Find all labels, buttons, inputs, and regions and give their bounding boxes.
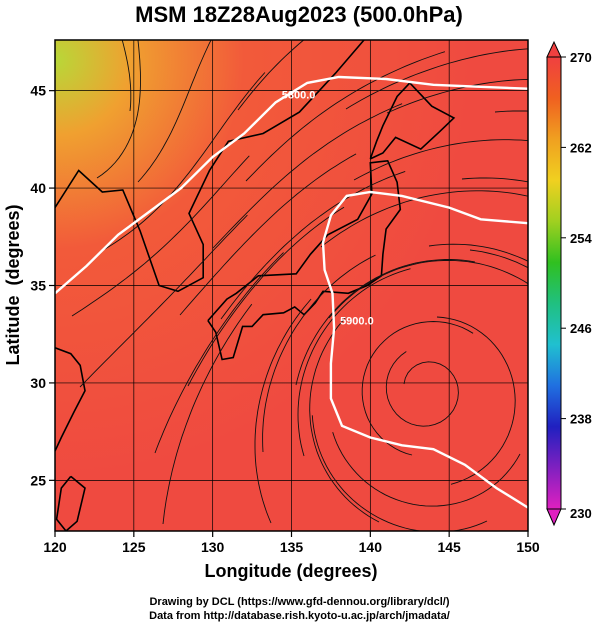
plot-area: 5800.0 5900.0	[55, 40, 528, 531]
streamline	[154, 252, 284, 454]
colorbar-tick-label: 270	[570, 50, 592, 65]
streamline	[187, 206, 345, 387]
streamline	[309, 317, 380, 523]
credit-drawing: Drawing by DCL (https://www.gfd-dennou.o…	[149, 596, 450, 608]
colorbar-body	[546, 56, 562, 510]
x-tick-label: 145	[437, 539, 461, 555]
credit-data-source: Data from http://database.rish.kyoto-u.a…	[149, 610, 450, 622]
streamline	[121, 40, 132, 112]
colorbar-ticks: 270 262 254 246 238 230	[561, 50, 592, 521]
x-tick-label: 120	[43, 539, 67, 555]
streamline	[254, 298, 312, 524]
streamline	[494, 110, 528, 113]
coastline	[55, 347, 86, 452]
streamline	[345, 48, 528, 110]
streamline	[428, 243, 528, 262]
streamline	[332, 432, 521, 507]
streamline	[220, 170, 406, 320]
streamline	[262, 254, 376, 453]
y-tick-label: 25	[30, 472, 46, 488]
streamline	[137, 40, 212, 183]
x-tick-label: 140	[359, 539, 383, 555]
colorbar-top-arrow	[546, 40, 562, 58]
contour-label: 5900.0	[340, 315, 374, 327]
colorbar-tick-label: 230	[570, 506, 592, 521]
streamline	[96, 40, 141, 179]
y-axis-label: Latitude (degrees)	[3, 204, 23, 365]
streamline	[212, 103, 403, 249]
coastline	[207, 159, 402, 361]
colorbar-tick-label: 246	[570, 321, 592, 336]
streamline	[297, 268, 411, 457]
y-axis-ticks: 25 30 35 40 45	[30, 83, 55, 488]
streamline	[461, 177, 528, 183]
colorbar: 270 262 254 246 238 230	[546, 40, 592, 527]
x-axis-ticks: 120 125 130 135 140 145 150	[43, 531, 540, 555]
x-tick-label: 150	[516, 539, 540, 555]
streamline	[353, 139, 528, 181]
x-tick-label: 125	[122, 539, 146, 555]
contour-line	[55, 75, 528, 295]
y-tick-label: 40	[30, 180, 46, 196]
streamline	[385, 351, 459, 427]
colorbar-tick-label: 238	[570, 412, 592, 427]
streamline	[245, 51, 446, 182]
x-tick-label: 130	[201, 539, 225, 555]
streamline	[361, 321, 474, 456]
x-tick-label: 135	[280, 539, 304, 555]
y-tick-label: 35	[30, 278, 46, 294]
colorbar-tick-label: 262	[570, 140, 592, 155]
chart-title: MSM 18Z28Aug2023 (500.0hPa)	[135, 2, 463, 27]
contour-line	[321, 190, 528, 509]
streamline	[179, 153, 357, 316]
streamline	[469, 249, 528, 269]
coastline	[369, 81, 456, 160]
contour-label: 5800.0	[282, 89, 316, 101]
streamline	[295, 259, 475, 386]
streamline	[104, 72, 266, 250]
streamline	[436, 316, 516, 485]
streamline	[162, 303, 253, 525]
height-contours: 5800.0 5900.0	[55, 75, 528, 509]
streamline	[237, 40, 305, 111]
streamline	[79, 214, 248, 388]
streamline	[386, 78, 528, 114]
wind-streamlines	[71, 40, 528, 531]
streamline	[328, 259, 528, 319]
streamline	[311, 415, 488, 531]
y-tick-label: 45	[30, 83, 46, 99]
colorbar-tick-label: 254	[570, 231, 592, 246]
streamline	[320, 190, 528, 248]
y-tick-label: 30	[30, 375, 46, 391]
x-axis-label: Longitude (degrees)	[204, 561, 377, 581]
coastline	[55, 475, 86, 531]
streamline	[71, 155, 250, 317]
colorbar-bottom-arrow	[546, 508, 562, 527]
